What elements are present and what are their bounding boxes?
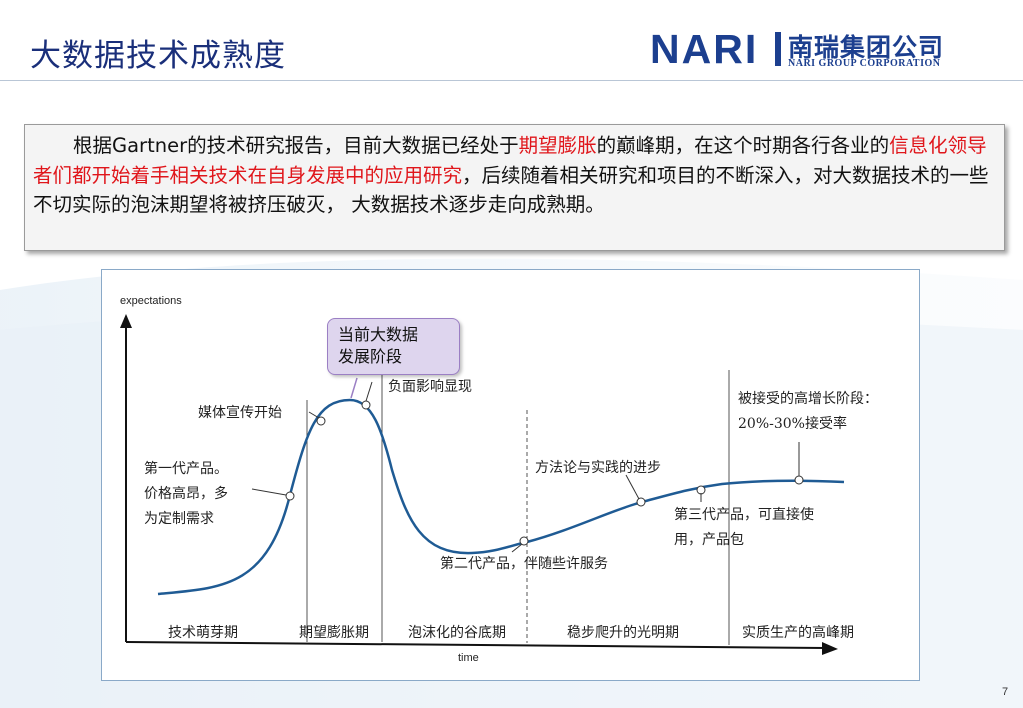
logo-english-name: NARI GROUP CORPORATION (788, 58, 941, 69)
phase-label-4: 稳步爬升的光明期 (567, 625, 679, 641)
leader-gen1 (251, 488, 287, 496)
annotation-accepted-b: 20%-30%接受率 (738, 416, 847, 432)
nari-logo: NARI 南瑞集团公司 NARI GROUP CORPORATION (650, 26, 990, 72)
y-axis-arrow (120, 314, 132, 328)
y-axis-label: expectations (120, 295, 182, 307)
annotation-gen3-b: 用，产品包 (674, 532, 744, 548)
marker-gen3 (696, 485, 706, 495)
annotation-media: 媒体宣传开始 (198, 405, 282, 421)
current-stage-callout: 当前大数据 发展阶段 (327, 318, 460, 375)
summary-text-box: 根据Gartner的技术研究报告，目前大数据已经处于期望膨胀的巅峰期，在这个时期… (24, 124, 1005, 251)
annotation-accepted-a: 被接受的高增长阶段： (738, 391, 878, 407)
marker-media (316, 416, 326, 426)
marker-gen1 (285, 491, 295, 501)
marker-accepted (794, 475, 804, 485)
phase-label-1: 技术萌芽期 (168, 625, 238, 641)
callout-pointer (350, 377, 358, 399)
marker-method (636, 497, 646, 507)
leader-negative (365, 381, 373, 402)
header-divider (0, 80, 1023, 81)
leader-method (625, 474, 640, 500)
hype-cycle-svg (120, 314, 845, 655)
slide-title: 大数据技术成熟度 (30, 38, 286, 74)
phase-label-2: 期望膨胀期 (299, 625, 369, 641)
summary-text-2: 的巅峰期，在这个时期各行各业的 (596, 134, 890, 157)
page-number: 7 (1002, 686, 1009, 698)
annotation-gen1-b: 价格高昂，多 (144, 486, 228, 502)
annotation-method: 方法论与实践的进步 (535, 460, 661, 476)
hype-cycle-chart: expectations time 第一代产品。 价格高昂，多 为定制需求 媒体… (101, 269, 920, 681)
marker-negative (361, 400, 371, 410)
annotation-gen1-c: 为定制需求 (144, 511, 214, 527)
summary-text-1: 根据Gartner的技术研究报告，目前大数据已经处于 (73, 134, 519, 157)
logo-divider (775, 32, 781, 66)
x-axis-arrow (822, 642, 838, 655)
logo-mark: NARI (650, 26, 759, 72)
callout-line-2: 发展阶段 (338, 347, 403, 366)
annotation-gen1-a: 第一代产品。 (144, 461, 228, 477)
leader-media (308, 411, 320, 419)
phase-label-5: 实质生产的高峰期 (742, 625, 854, 641)
annotation-negative: 负面影响显现 (388, 379, 472, 395)
marker-gen2 (519, 536, 529, 546)
summary-text-3: ，后续随着相关研究和项目的不断深入，对大数据技术的一些不切实际的泡沫期望将被挤压… (33, 163, 989, 217)
annotation-gen2: 第二代产品，伴随些许服务 (440, 556, 608, 572)
x-axis (125, 641, 827, 649)
logo-chinese-name: 南瑞集团公司 (788, 33, 945, 62)
summary-highlight-2: 信息化领导者们都开始着手相关技术在自身发展中的应用研究 (33, 134, 987, 187)
summary-highlight-1: 期望膨胀 (518, 134, 597, 157)
annotation-gen3-a: 第三代产品，可直接使 (674, 507, 814, 523)
leader-gen2 (511, 543, 523, 553)
callout-line-1: 当前大数据 (338, 325, 419, 344)
x-axis-label: time (458, 652, 479, 664)
phase-label-3: 泡沫化的谷底期 (408, 625, 506, 641)
